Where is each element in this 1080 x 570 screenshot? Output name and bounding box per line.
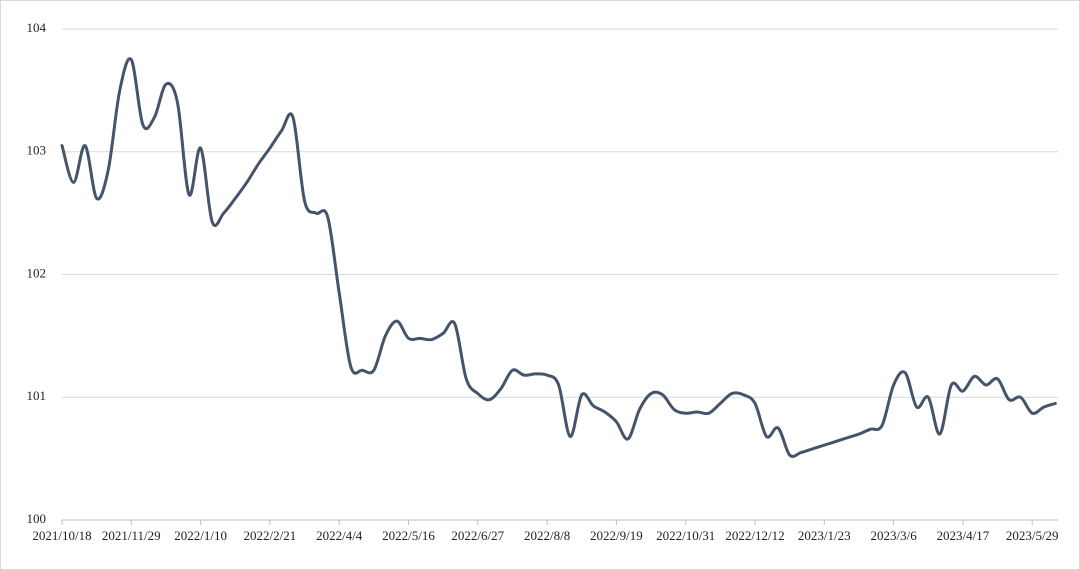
x-tick-label: 2022/1/10 [174,528,227,543]
x-tick-label: 2022/10/31 [656,528,715,543]
x-tick-label: 2023/5/29 [1006,528,1059,543]
data-line [60,57,1057,458]
y-tick-label: 102 [27,265,47,280]
x-tick-label: 2022/12/12 [725,528,784,543]
y-tick-label: 101 [27,388,47,403]
x-tick-label: 2022/9/19 [590,528,643,543]
y-tick-label: 100 [27,511,47,526]
x-tick-label: 2022/2/21 [244,528,297,543]
y-tick-label: 104 [27,20,47,35]
x-tick-label: 2022/6/27 [451,528,504,543]
x-tick-label: 2022/4/4 [316,528,363,543]
x-tick-label: 2021/10/18 [32,528,91,543]
x-tick-label: 2023/3/6 [870,528,917,543]
x-tick-label: 2023/1/23 [798,528,851,543]
x-tick-label: 2022/8/8 [524,528,570,543]
x-tick-label: 2021/11/29 [102,528,161,543]
x-tick-label: 2022/5/16 [382,528,435,543]
x-tick-label: 2023/4/17 [937,528,990,543]
y-tick-label: 103 [27,143,47,158]
